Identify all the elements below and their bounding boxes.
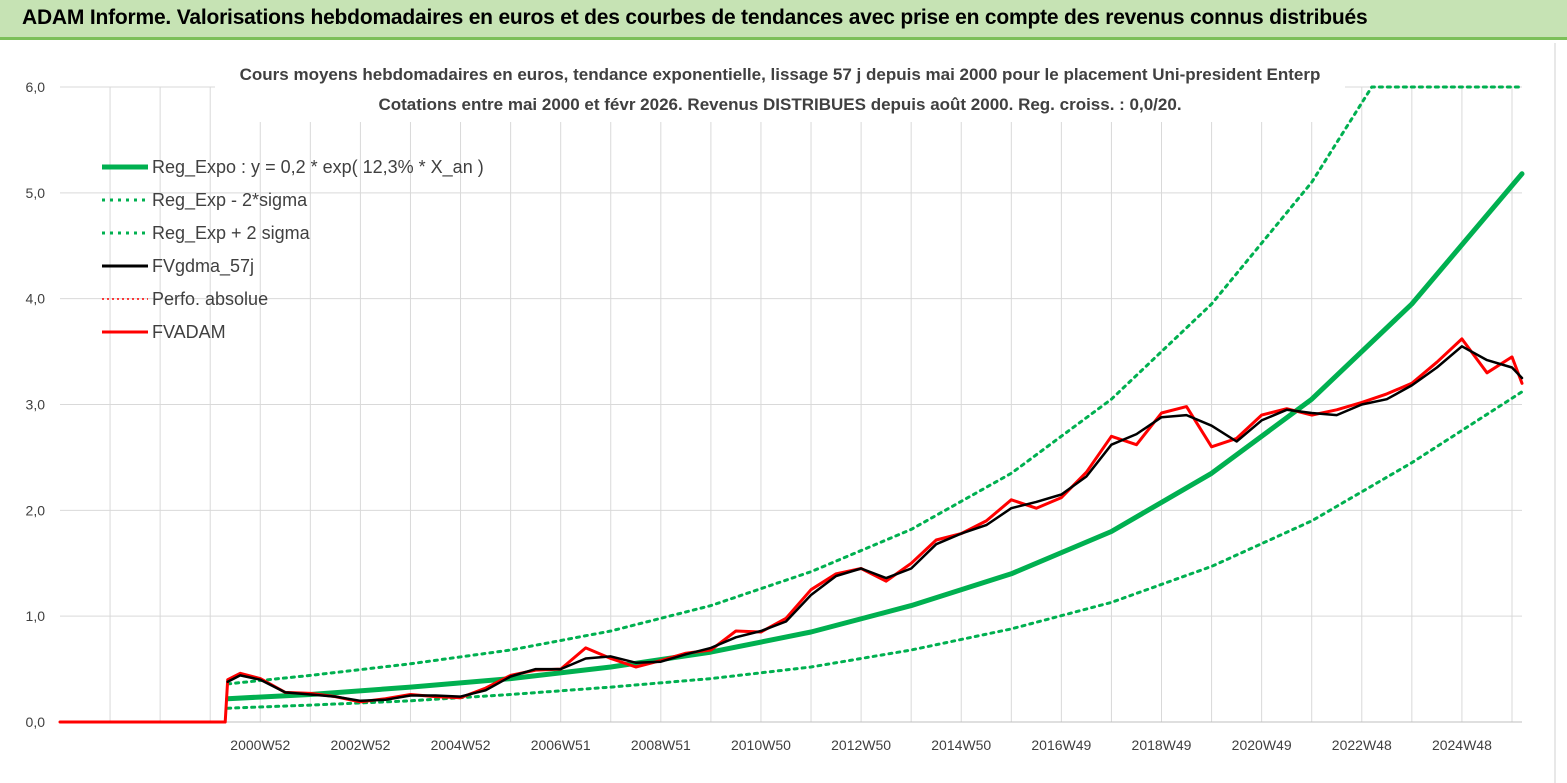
legend-entry: FVADAM: [152, 322, 226, 342]
legend-entry: Reg_Expo : y = 0,2 * exp( 12,3% * X_an ): [152, 157, 484, 178]
x-tick-label: 2024W48: [1432, 737, 1492, 753]
x-tick-label: 2004W52: [431, 737, 491, 753]
report-title: ADAM Informe. Valorisations hebdomadaire…: [22, 6, 1368, 29]
chart-subtitle: Cotations entre mai 2000 et févr 2026. R…: [378, 95, 1181, 114]
grid: [60, 86, 1522, 723]
y-tick-label: 5,0: [26, 185, 46, 201]
x-tick-label: 2018W49: [1132, 737, 1192, 753]
chart-title-block: Cours moyens hebdomadaires en euros, ten…: [215, 60, 1345, 122]
x-tick-label: 2002W52: [330, 737, 390, 753]
x-tick-label: 2008W51: [631, 737, 691, 753]
x-tick-label: 2000W52: [230, 737, 290, 753]
y-tick-label: 6,0: [26, 79, 46, 95]
y-tick-label: 1,0: [26, 608, 46, 624]
chart-title: Cours moyens hebdomadaires en euros, ten…: [240, 65, 1321, 84]
x-tick-label: 2010W50: [731, 737, 791, 753]
series-reg-exp-plus-2sigma: [226, 85, 1524, 686]
legend-entry: FVgdma_57j: [152, 256, 254, 277]
x-tick-label: 2012W50: [831, 737, 891, 753]
x-tick-label: 2014W50: [931, 737, 991, 753]
y-tick-label: 0,0: [26, 714, 46, 730]
x-tick-label: 2020W49: [1232, 737, 1292, 753]
y-tick-label: 2,0: [26, 502, 46, 518]
x-tick-label: 2016W49: [1031, 737, 1091, 753]
chart-area: [0, 43, 1567, 783]
legend: Reg_Expo : y = 0,2 * exp( 12,3% * X_an )…: [102, 157, 484, 342]
y-tick-label: 4,0: [26, 291, 46, 307]
y-tick-label: 3,0: [26, 397, 46, 413]
chart-title-background: [215, 60, 1345, 122]
series-fvgdma-57j: [226, 345, 1524, 703]
x-tick-label: 2022W48: [1332, 737, 1392, 753]
legend-entry: Perfo. absolue: [152, 289, 268, 309]
axes: 0,0 1,0 2,0 3,0 4,0 5,0 6,0 2000W52 2002W52 2004W…: [26, 79, 1493, 753]
series-layer: [58, 85, 1525, 724]
legend-entry: Reg_Exp - 2*sigma: [152, 190, 308, 211]
legend-entry: Reg_Exp + 2 sigma: [152, 223, 311, 244]
x-tick-label: 2006W51: [531, 737, 591, 753]
series-reg-exp-minus-2sigma: [226, 390, 1524, 710]
report-banner: ADAM Informe. Valorisations hebdomadaire…: [0, 0, 1567, 40]
